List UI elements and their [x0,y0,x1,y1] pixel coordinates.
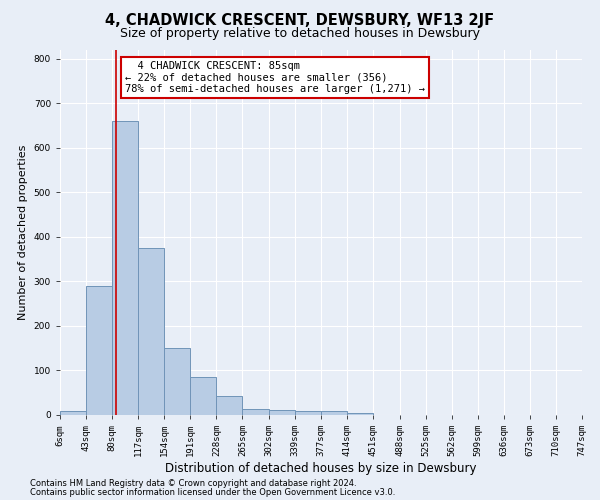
Text: Size of property relative to detached houses in Dewsbury: Size of property relative to detached ho… [120,28,480,40]
Bar [60,412,86,415]
Bar [112,121,138,415]
Text: 4, CHADWICK CRESCENT, DEWSBURY, WF13 2JF: 4, CHADWICK CRESCENT, DEWSBURY, WF13 2JF [106,12,494,28]
Text: Contains HM Land Registry data © Crown copyright and database right 2024.: Contains HM Land Registry data © Crown c… [30,479,356,488]
Bar [86,286,112,415]
Bar [217,396,242,415]
Text: 4 CHADWICK CRESCENT: 85sqm
← 22% of detached houses are smaller (356)
78% of sem: 4 CHADWICK CRESCENT: 85sqm ← 22% of deta… [125,61,425,94]
X-axis label: Distribution of detached houses by size in Dewsbury: Distribution of detached houses by size … [165,462,477,475]
Bar [295,410,322,415]
Bar [322,410,347,415]
Bar [138,248,164,415]
Bar [164,348,190,415]
Bar [242,409,269,415]
Bar [190,377,217,415]
Text: Contains public sector information licensed under the Open Government Licence v3: Contains public sector information licen… [30,488,395,497]
Y-axis label: Number of detached properties: Number of detached properties [18,145,28,320]
Bar [269,410,295,415]
Bar [347,413,373,415]
